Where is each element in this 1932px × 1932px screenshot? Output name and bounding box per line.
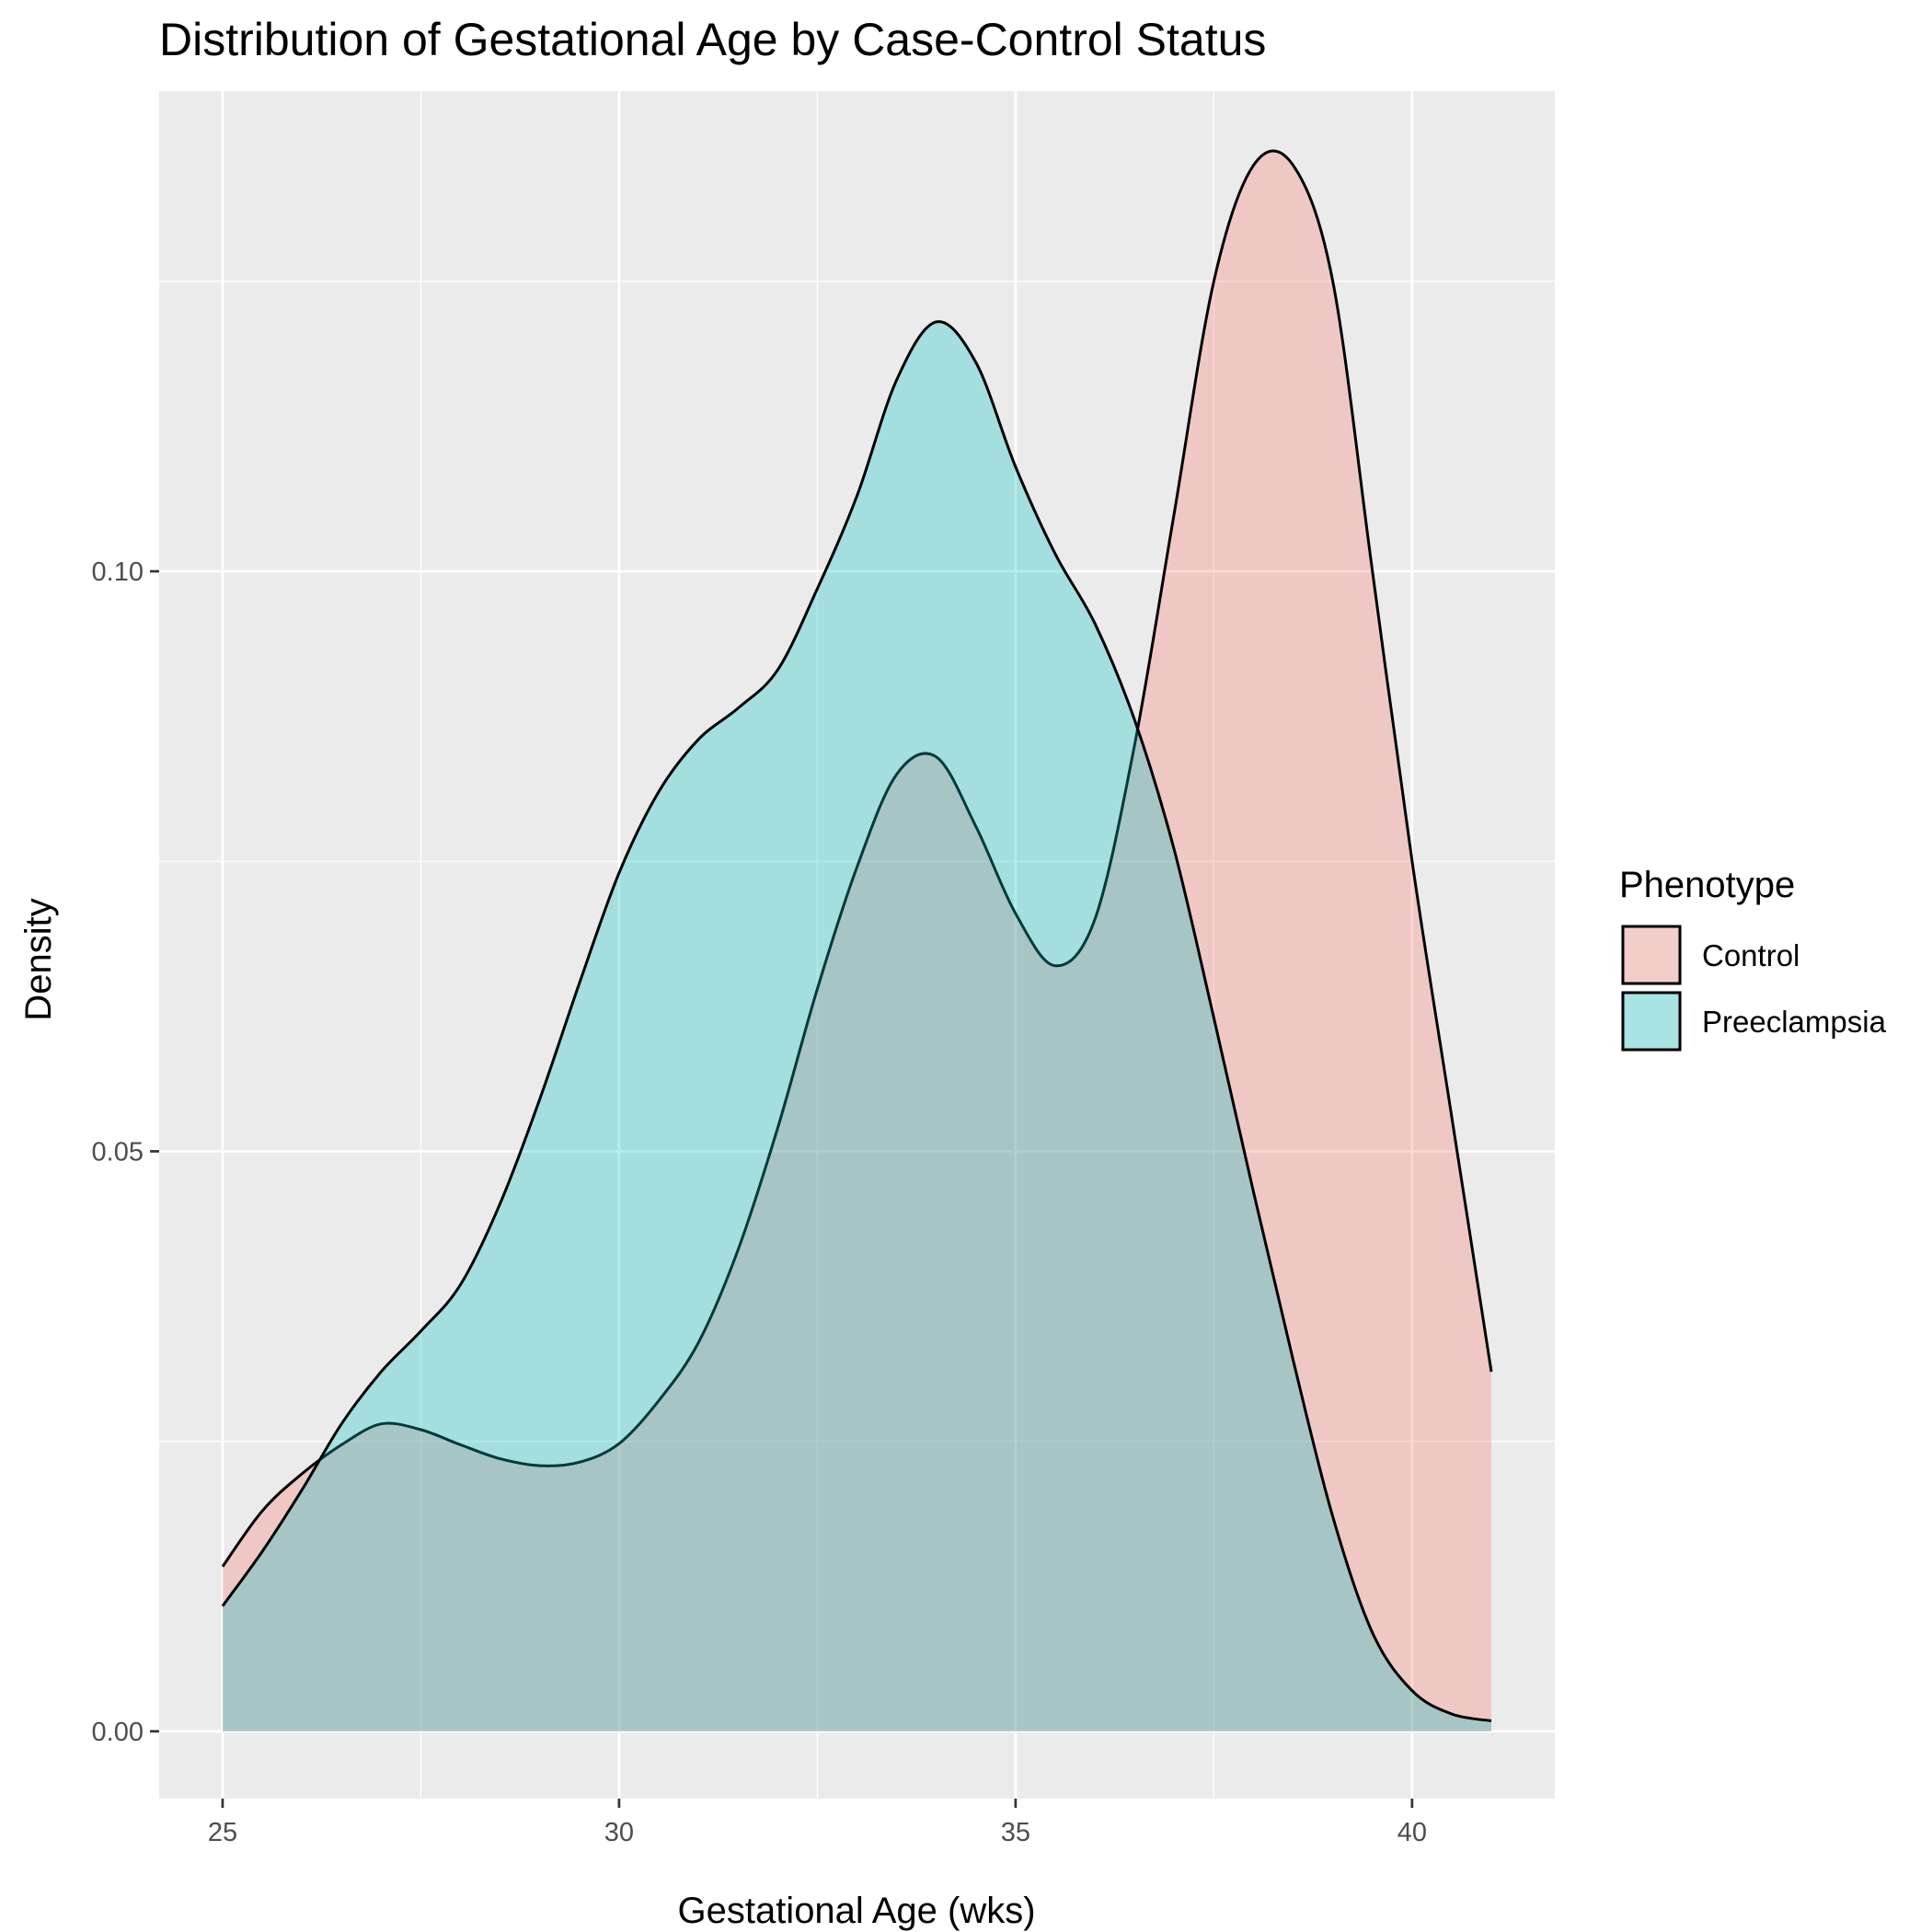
y-tick-label: 0.05: [92, 1137, 144, 1167]
x-axis: 25 30 35 40: [208, 1799, 1427, 1847]
y-tick-label: 0.00: [92, 1718, 144, 1747]
density-line-control: [221, 149, 1493, 1568]
y-axis-title: Density: [18, 898, 59, 1020]
legend-items: Control Preeclampsia: [1621, 925, 1887, 1052]
legend-key-bg: [1621, 991, 1682, 1052]
legend-key-control: [1621, 925, 1682, 985]
legend-key-bg: [1621, 925, 1682, 985]
density-area-control: [223, 150, 1491, 1731]
x-tick-label: 35: [1001, 1818, 1030, 1847]
plot-panel: [159, 91, 1555, 1799]
legend: Phenotype Control Preeclampsia: [1619, 865, 1887, 1052]
x-axis-title: Gestational Age (wks): [677, 1891, 1035, 1931]
density-areas: [221, 149, 1493, 1731]
x-tick-label: 30: [604, 1818, 634, 1847]
x-tick-label: 25: [208, 1818, 237, 1847]
density-line-preeclampsia: [221, 320, 1492, 1722]
x-tick-label: 40: [1397, 1818, 1427, 1847]
legend-label-control: Control: [1702, 938, 1800, 972]
y-tick-label: 0.10: [92, 558, 144, 587]
density-area-preeclampsia: [223, 321, 1491, 1731]
legend-label-preeclampsia: Preeclampsia: [1702, 1005, 1887, 1039]
minor-gridlines: [159, 91, 1555, 1799]
legend-title: Phenotype: [1619, 865, 1795, 905]
y-axis: 0.00 0.05 0.10: [92, 558, 159, 1747]
legend-key-preeclampsia: [1621, 991, 1682, 1052]
major-gridlines: [159, 91, 1555, 1799]
chart-title: Distribution of Gestational Age by Case-…: [159, 14, 1266, 65]
